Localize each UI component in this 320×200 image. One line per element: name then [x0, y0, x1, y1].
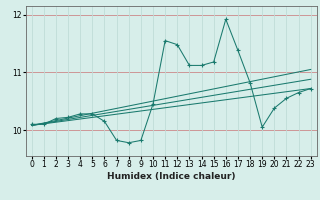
X-axis label: Humidex (Indice chaleur): Humidex (Indice chaleur) [107, 172, 236, 181]
